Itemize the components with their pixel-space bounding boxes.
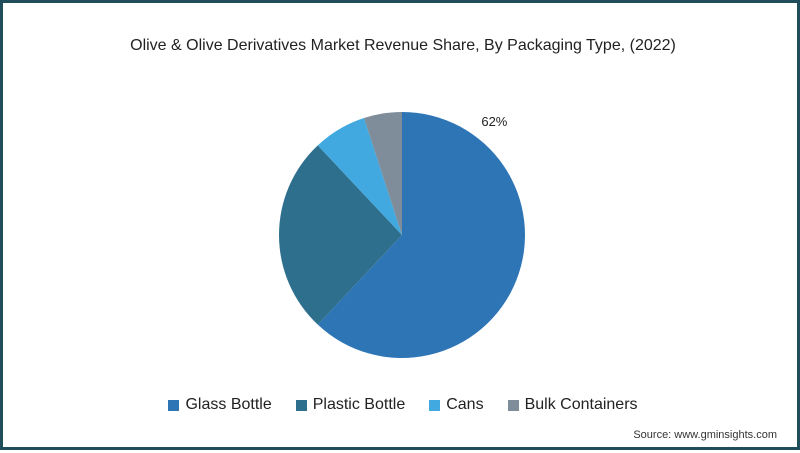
- chart-legend: Glass Bottle Plastic Bottle Cans Bulk Conta…: [3, 396, 800, 414]
- legend-swatch: [168, 399, 180, 411]
- legend-label: Cans: [446, 396, 484, 413]
- legend-label: Bulk Containers: [524, 396, 638, 413]
- legend-item-plastic-bottle: Plastic Bottle: [295, 396, 406, 414]
- pie-chart: 62%: [279, 112, 525, 359]
- legend-swatch: [429, 399, 441, 411]
- legend-item-cans: Cans: [429, 396, 484, 414]
- legend-item-bulk-containers: Bulk Containers: [507, 396, 638, 414]
- legend-swatch: [507, 399, 519, 411]
- pie-slice-plastic-bottle: [279, 145, 402, 325]
- legend-item-glass-bottle: Glass Bottle: [168, 396, 272, 414]
- data-label-glass-bottle: 62%: [481, 114, 507, 129]
- pie-slice-bulk-containers: [363, 112, 402, 235]
- chart-title: Olive & Olive Derivatives Market Revenue…: [130, 37, 676, 54]
- legend-label: Plastic Bottle: [312, 396, 406, 413]
- pie-slice-cans: [317, 118, 402, 235]
- legend-swatch: [295, 399, 307, 411]
- source-note: Source: www.gminsights.com: [633, 429, 777, 441]
- pie-slice-glass-bottle: [317, 112, 525, 359]
- legend-label: Glass Bottle: [185, 396, 272, 413]
